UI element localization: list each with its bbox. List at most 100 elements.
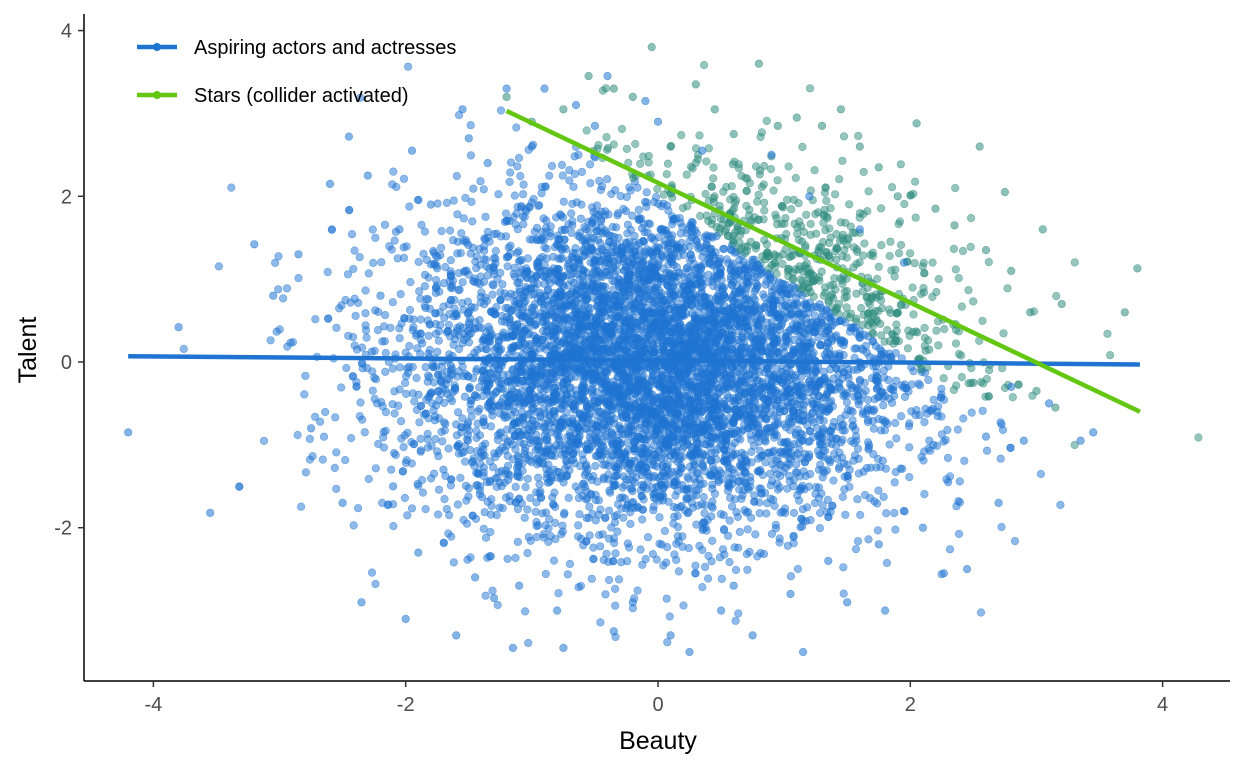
cloud-point	[401, 378, 410, 388]
cloud-point	[791, 173, 800, 183]
cloud-point	[512, 123, 521, 132]
cloud-point	[274, 285, 283, 294]
cloud-point	[301, 371, 310, 380]
cloud-point	[717, 574, 726, 584]
cloud-point	[361, 321, 370, 330]
cloud-point	[665, 612, 674, 621]
cloud-point	[879, 401, 888, 410]
cloud-point	[454, 269, 463, 278]
cloud-point	[793, 491, 802, 500]
cloud-point	[414, 257, 423, 267]
cloud-point	[516, 172, 525, 181]
cloud-point	[396, 290, 405, 299]
cloud-point	[505, 177, 514, 186]
cloud-point	[864, 187, 873, 196]
cloud-point	[943, 453, 953, 463]
cloud-point	[876, 204, 886, 213]
cloud-point	[663, 159, 673, 168]
cloud-point	[932, 287, 941, 297]
cloud-point	[684, 543, 693, 553]
cloud-point	[722, 183, 731, 192]
cloud-point	[742, 549, 752, 559]
cloud-point	[663, 542, 672, 552]
cloud-point	[431, 329, 441, 338]
cloud-point	[611, 186, 620, 195]
cloud-point	[614, 575, 624, 584]
cloud-point	[433, 199, 442, 208]
cloud-point	[397, 434, 406, 443]
cloud-point	[374, 439, 383, 449]
cloud-point	[1010, 536, 1020, 546]
cloud-point	[489, 254, 498, 263]
cloud-point	[648, 549, 658, 559]
cloud-point	[490, 449, 499, 458]
cloud-point	[350, 294, 359, 303]
cloud-point	[849, 421, 858, 430]
cloud-point	[274, 252, 283, 261]
cloud-point	[523, 505, 532, 514]
cloud-point	[845, 200, 854, 209]
cloud-point	[388, 364, 397, 373]
cloud-point	[582, 126, 591, 135]
cloud-point	[920, 418, 929, 427]
cloud-point	[545, 171, 554, 180]
cloud-point	[826, 204, 835, 213]
cloud-point	[760, 198, 769, 207]
cloud-point	[601, 460, 610, 469]
cloud-point	[567, 228, 576, 238]
cloud-point	[585, 160, 595, 169]
cloud-point	[854, 131, 863, 141]
cloud-point	[351, 311, 360, 320]
cloud-point	[803, 503, 812, 512]
cloud-point	[543, 326, 552, 335]
cloud-point	[957, 302, 967, 311]
cloud-point	[511, 553, 520, 563]
cloud-point	[853, 537, 863, 546]
cloud-point	[607, 523, 616, 532]
cloud-point	[743, 525, 752, 534]
cloud-point	[877, 241, 886, 250]
cloud-point	[377, 258, 386, 267]
cloud-point	[349, 521, 358, 530]
cloud-point	[934, 341, 943, 350]
cloud-point	[481, 212, 490, 221]
cloud-point	[703, 574, 713, 583]
cloud-point	[574, 521, 583, 530]
cloud-point	[404, 62, 413, 71]
cloud-point	[347, 230, 357, 239]
cloud-point	[892, 434, 901, 443]
cloud-point	[381, 367, 390, 376]
cloud-point	[506, 241, 515, 250]
cloud-point	[449, 236, 458, 245]
cloud-point	[403, 511, 412, 520]
cloud-point	[347, 434, 356, 443]
cloud-point	[332, 323, 341, 332]
cloud-point	[636, 545, 645, 554]
cloud-point	[466, 553, 475, 562]
cloud-point	[434, 336, 443, 345]
cloud-point	[466, 405, 476, 415]
cloud-point	[686, 484, 695, 493]
cloud-point	[416, 434, 425, 443]
cloud-point	[391, 450, 400, 460]
cloud-point	[531, 319, 540, 329]
cloud-point	[521, 483, 530, 492]
cloud-point	[978, 406, 987, 415]
cloud-point	[976, 608, 986, 617]
cloud-point	[604, 575, 614, 585]
cloud-point	[577, 167, 587, 176]
cloud-point	[498, 504, 507, 513]
cloud-point	[360, 428, 369, 437]
cloud-point	[820, 283, 830, 292]
cloud-point	[903, 344, 913, 353]
cloud-point	[716, 509, 725, 519]
cloud-point	[436, 251, 445, 260]
cloud-point	[535, 480, 544, 489]
cloud-point	[700, 562, 710, 572]
cloud-point	[874, 262, 883, 271]
cloud-point	[481, 255, 491, 264]
cloud-point	[318, 455, 327, 464]
cloud-point	[466, 329, 476, 338]
cloud-point	[859, 167, 868, 176]
cloud-point	[466, 121, 475, 130]
